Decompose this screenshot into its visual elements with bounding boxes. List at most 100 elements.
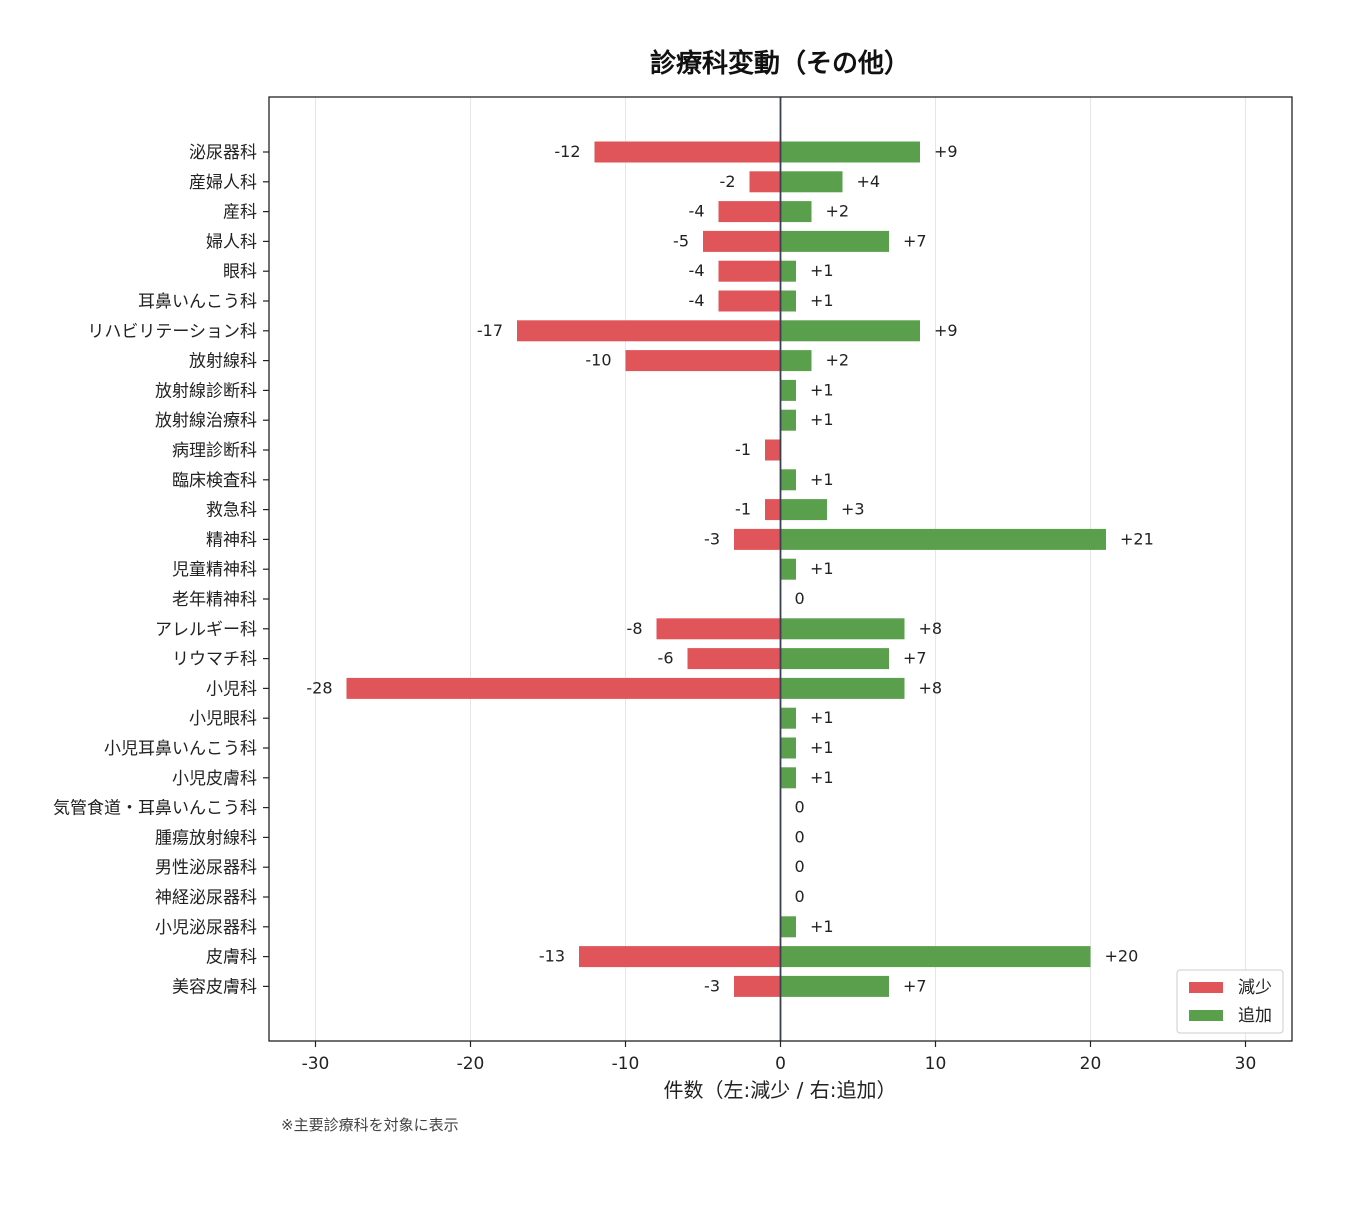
bar-increase bbox=[780, 677, 905, 699]
bar-increase bbox=[780, 528, 1106, 550]
category-label: 産科 bbox=[223, 203, 257, 223]
value-label-increase: +3 bbox=[841, 500, 865, 519]
value-label-decrease: -4 bbox=[689, 261, 705, 280]
value-label-decrease: -5 bbox=[673, 231, 689, 250]
bar-decrease bbox=[718, 201, 781, 223]
x-tick-label: -30 bbox=[302, 1054, 330, 1074]
category-label: 神経泌尿器科 bbox=[155, 888, 257, 908]
bar-decrease bbox=[687, 648, 781, 670]
category-label: 美容皮膚科 bbox=[172, 977, 257, 997]
category-label: 臨床検査科 bbox=[172, 471, 257, 491]
value-label-increase: +8 bbox=[919, 619, 943, 638]
bar-decrease bbox=[517, 320, 781, 342]
value-label-increase: +1 bbox=[810, 380, 834, 399]
value-label-decrease: -10 bbox=[585, 351, 611, 370]
category-label: 小児泌尿器科 bbox=[155, 918, 257, 938]
legend-swatch-decrease bbox=[1189, 982, 1223, 993]
x-tick-label: 20 bbox=[1080, 1054, 1102, 1074]
legend-label-increase: 追加 bbox=[1238, 1006, 1272, 1026]
bar-decrease bbox=[579, 946, 781, 968]
value-label-increase: 0 bbox=[795, 589, 805, 608]
category-label: 小児科 bbox=[206, 679, 257, 699]
x-axis-label: 件数（左:減少 / 右:追加） bbox=[664, 1078, 897, 1102]
category-label: 腫瘍放射線科 bbox=[155, 828, 257, 848]
value-label-increase: 0 bbox=[795, 798, 805, 817]
category-label: 放射線診断科 bbox=[155, 381, 257, 401]
x-tick-label: 30 bbox=[1235, 1054, 1257, 1074]
value-label-decrease: -6 bbox=[658, 649, 674, 668]
bar-increase bbox=[780, 379, 796, 401]
category-label: リハビリテーション科 bbox=[87, 322, 257, 342]
category-label: 婦人科 bbox=[206, 232, 257, 252]
bar-decrease bbox=[594, 141, 781, 163]
value-label-increase: 0 bbox=[795, 887, 805, 906]
value-label-increase: 0 bbox=[795, 827, 805, 846]
bar-increase bbox=[780, 707, 796, 729]
value-label-increase: +20 bbox=[1105, 947, 1139, 966]
category-labels: 泌尿器科産婦人科産科婦人科眼科耳鼻いんこう科リハビリテーション科放射線科放射線診… bbox=[53, 143, 269, 997]
x-tick-label: 0 bbox=[775, 1054, 786, 1074]
bar-increase bbox=[780, 499, 827, 521]
value-label-decrease: -3 bbox=[704, 529, 720, 548]
bar-decrease bbox=[718, 260, 781, 282]
value-label-increase: +2 bbox=[826, 202, 850, 221]
grid-lines bbox=[315, 97, 1246, 1041]
value-labels: -12 +9-2 +4-4 +2-5 +7-4 +1-4 +1-17 +9-10 +2+1+1-… bbox=[306, 142, 1153, 995]
category-label: 小児耳鼻いんこう科 bbox=[104, 739, 257, 759]
category-label: 小児眼科 bbox=[189, 709, 257, 729]
value-label-increase: +2 bbox=[826, 351, 850, 370]
value-label-increase: +7 bbox=[903, 649, 927, 668]
bar-increase bbox=[780, 409, 796, 431]
value-label-increase: +1 bbox=[810, 470, 834, 489]
value-label-decrease: -28 bbox=[306, 678, 332, 697]
value-label-decrease: -1 bbox=[735, 500, 751, 519]
bar-increase bbox=[780, 201, 812, 223]
bar-decrease bbox=[765, 439, 781, 461]
category-label: 児童精神科 bbox=[172, 560, 257, 580]
bar-increase bbox=[780, 350, 812, 372]
bar-increase bbox=[780, 558, 796, 580]
category-label: 放射線治療科 bbox=[155, 411, 257, 431]
bar-increase bbox=[780, 230, 889, 252]
category-label: 皮膚科 bbox=[206, 948, 257, 968]
value-label-decrease: -17 bbox=[477, 321, 503, 340]
bar-increase bbox=[780, 320, 920, 342]
category-label: リウマチ科 bbox=[172, 650, 257, 670]
bar-increase bbox=[780, 737, 796, 759]
value-label-increase: +1 bbox=[810, 738, 834, 757]
value-label-increase: +1 bbox=[810, 261, 834, 280]
value-label-decrease: -4 bbox=[689, 202, 705, 221]
category-label: 救急科 bbox=[206, 501, 257, 521]
bar-increase bbox=[780, 141, 920, 163]
value-label-decrease: -8 bbox=[627, 619, 643, 638]
value-label-decrease: -3 bbox=[704, 976, 720, 995]
footnote: ※主要診療科を対象に表示 bbox=[281, 1116, 459, 1134]
bar-increase bbox=[780, 469, 796, 491]
value-label-increase: +1 bbox=[810, 410, 834, 429]
category-label: 男性泌尿器科 bbox=[155, 858, 257, 878]
value-label-increase: +9 bbox=[934, 321, 958, 340]
x-tick-label: 10 bbox=[925, 1054, 947, 1074]
value-label-increase: +1 bbox=[810, 917, 834, 936]
category-label: 産婦人科 bbox=[189, 173, 257, 193]
bar-increase bbox=[780, 290, 796, 312]
category-label: 精神科 bbox=[206, 530, 257, 550]
category-label: 小児皮膚科 bbox=[172, 769, 257, 789]
legend-label-decrease: 減少 bbox=[1238, 978, 1272, 998]
value-label-increase: +21 bbox=[1120, 529, 1154, 548]
category-label: アレルギー科 bbox=[155, 620, 257, 640]
value-label-increase: +4 bbox=[857, 172, 881, 191]
bars bbox=[346, 141, 1106, 997]
value-label-increase: +7 bbox=[903, 231, 927, 250]
category-label: 放射線科 bbox=[189, 352, 257, 372]
legend: 減少 追加 bbox=[1176, 969, 1284, 1034]
x-tick-label: -20 bbox=[457, 1054, 485, 1074]
value-label-increase: +1 bbox=[810, 708, 834, 727]
value-label-decrease: -13 bbox=[539, 947, 565, 966]
bar-increase bbox=[780, 975, 889, 997]
bar-increase bbox=[780, 946, 1091, 968]
category-label: 病理診断科 bbox=[172, 441, 257, 461]
value-label-decrease: -1 bbox=[735, 440, 751, 459]
bar-decrease bbox=[749, 171, 781, 193]
